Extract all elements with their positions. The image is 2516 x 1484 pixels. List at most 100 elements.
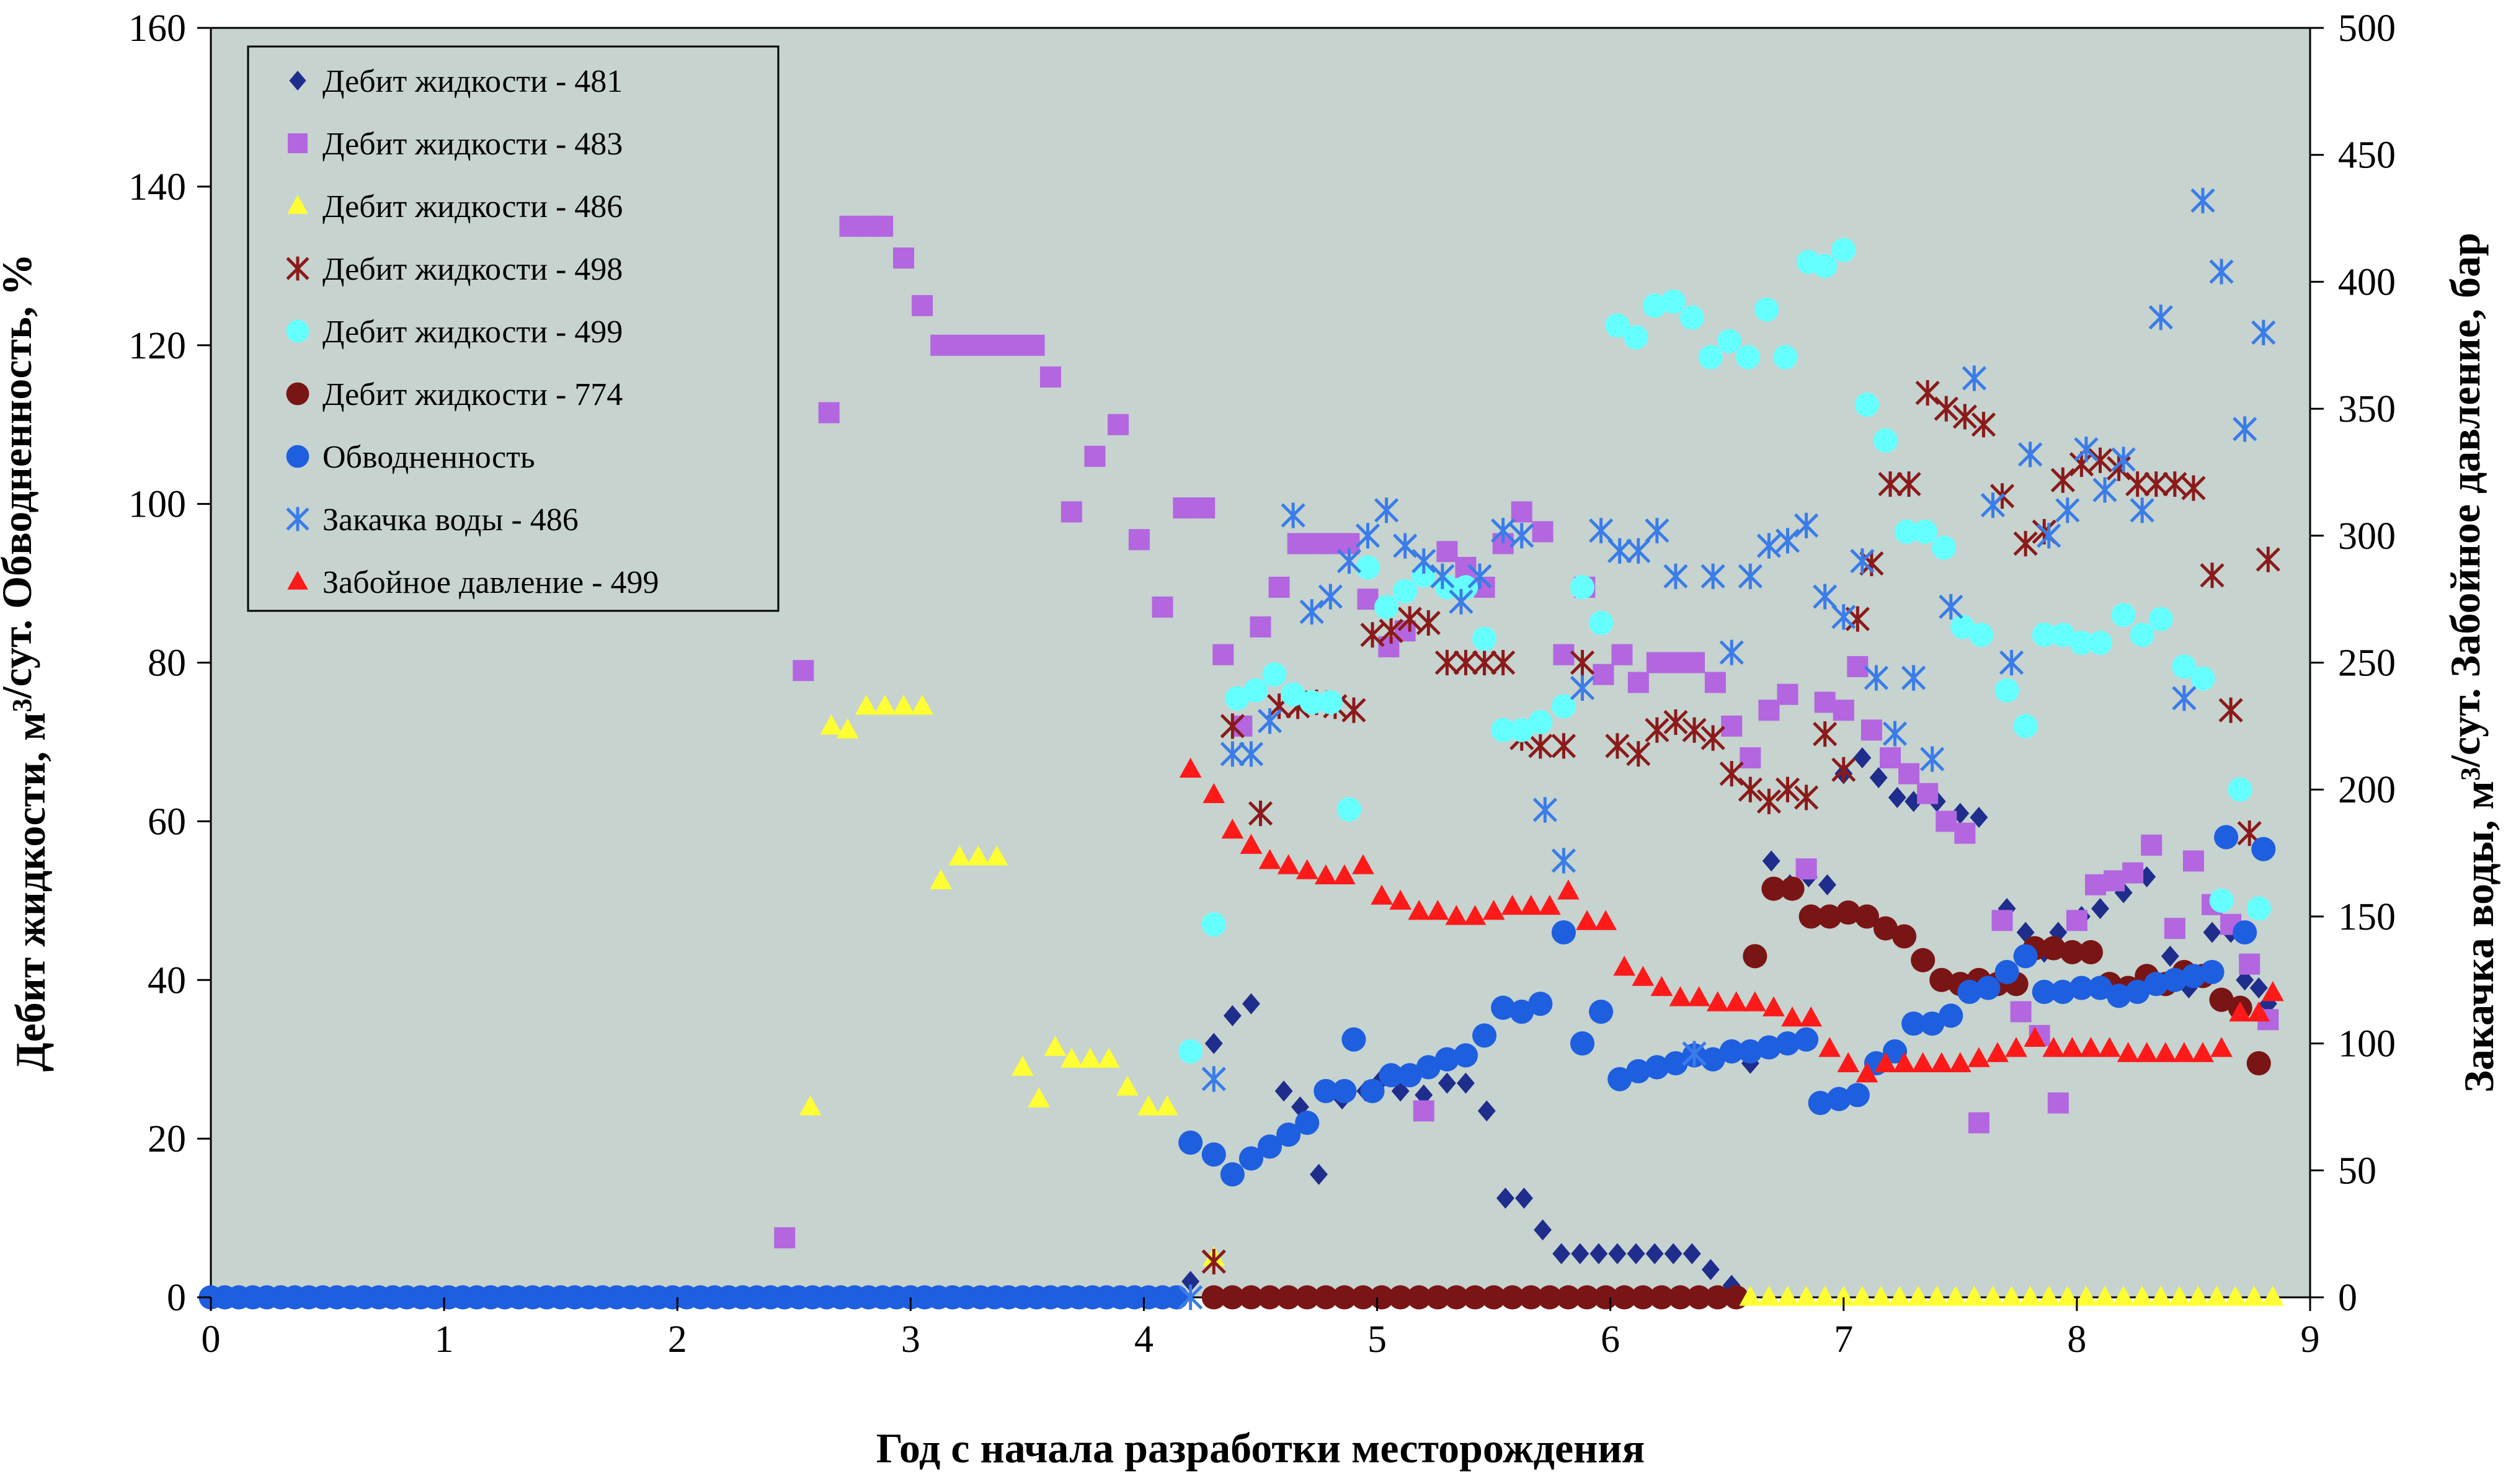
data-point: [1482, 900, 1505, 920]
data-point: [1137, 1095, 1160, 1116]
data-point: [1700, 725, 1725, 751]
data-point: [1971, 412, 1996, 438]
data-point: [1880, 747, 1901, 769]
x-tick-label: 6: [1601, 1318, 1620, 1361]
data-point: [1445, 905, 1468, 925]
data-point: [1612, 1285, 1637, 1310]
data-point: [1780, 876, 1805, 901]
data-point: [2019, 1286, 2042, 1306]
data-point: [2050, 467, 2075, 493]
data-point: [2200, 562, 2225, 589]
legend-marker: [286, 507, 309, 531]
y-left-tick-label: 20: [148, 1118, 186, 1160]
data-point: [1717, 329, 1742, 353]
data-point: [1274, 1080, 1293, 1102]
data-point: [1626, 1059, 1651, 1083]
data-point: [1845, 1083, 1870, 1108]
data-point: [1589, 1243, 1608, 1264]
data-point: [1528, 992, 1553, 1016]
data-point: [2087, 975, 2113, 1000]
data-point: [1795, 1286, 1818, 1306]
data-point: [1704, 672, 1726, 693]
data-point: [2251, 837, 2276, 861]
data-point: [1379, 618, 1403, 644]
data-point: [1605, 733, 1630, 759]
data-point: [1201, 1142, 1226, 1167]
data-point: [1701, 1259, 1720, 1281]
data-point: [2092, 477, 2117, 503]
data-point: [1570, 575, 1595, 600]
data-point: [1832, 1286, 1855, 1306]
data-point: [1994, 959, 2019, 985]
data-point: [2246, 1051, 2271, 1076]
legend-label: Дебит жидкости - 483: [322, 127, 623, 162]
data-point: [1962, 365, 1987, 391]
data-point: [1664, 1243, 1683, 1264]
data-point: [1457, 1072, 1475, 1094]
data-point: [1981, 1286, 2004, 1306]
data-point: [2233, 416, 2257, 442]
data-point: [1594, 910, 1617, 930]
data-point: [1156, 1095, 1178, 1116]
data-point: [1552, 1243, 1571, 1264]
data-point: [2087, 447, 2113, 473]
data-point: [1164, 1285, 1189, 1310]
data-point: [1831, 604, 1856, 630]
data-point: [1873, 428, 1898, 453]
data-point: [1949, 1052, 1971, 1072]
data-point: [1898, 763, 1920, 784]
data-point: [1626, 538, 1651, 564]
data-point: [1430, 563, 1455, 589]
data-point: [1645, 1055, 1669, 1080]
data-point: [1892, 924, 1917, 949]
y-right-tick-label: 200: [2338, 769, 2396, 811]
data-point: [1374, 595, 1399, 620]
data-point: [1467, 563, 1492, 589]
data-point: [1954, 822, 1976, 844]
data-point: [1761, 876, 1786, 901]
data-point: [1178, 1284, 1203, 1310]
data-point: [1607, 538, 1632, 564]
data-point: [1570, 675, 1595, 701]
data-point: [1511, 501, 1532, 523]
y-axis-right-title: Закачка воды, м3/сут. Забойное давление,…: [2442, 233, 2502, 1093]
data-point: [1416, 610, 1441, 636]
data-point: [1537, 1285, 1562, 1310]
data-point: [1341, 1027, 1366, 1052]
data-point: [2112, 1286, 2135, 1306]
data-point: [1698, 345, 1723, 370]
data-point: [1864, 665, 1889, 691]
data-point: [1874, 1052, 1897, 1072]
data-point: [2078, 940, 2104, 965]
data-point: [1201, 1066, 1226, 1092]
data-point: [1296, 859, 1318, 879]
legend-item: Дебит жидкости - 483: [288, 127, 623, 162]
data-point: [1181, 1271, 1200, 1292]
data-point: [1301, 533, 1323, 554]
data-point: [1079, 1047, 1101, 1068]
data-point: [1800, 1006, 1822, 1027]
data-point: [2246, 896, 2271, 921]
data-point: [1663, 709, 1688, 735]
data-point: [1687, 1285, 1712, 1310]
data-point: [1593, 1285, 1618, 1310]
data-point: [1976, 975, 2001, 1000]
data-point: [2091, 898, 2109, 920]
series-4: [1178, 238, 2271, 1064]
data-point: [1593, 664, 1614, 685]
data-point: [2228, 777, 2252, 802]
data-point: [1519, 894, 1542, 915]
data-point: [1220, 1162, 1245, 1187]
data-point: [1389, 889, 1412, 910]
data-point: [1926, 1286, 1949, 1306]
data-point: [2243, 1286, 2265, 1306]
data-point: [1646, 652, 1668, 673]
data-point: [1369, 1285, 1394, 1310]
data-point: [2209, 259, 2234, 285]
x-tick-label: 8: [2067, 1318, 2086, 1361]
x-tick-label: 5: [1367, 1318, 1387, 1361]
data-point: [1826, 1086, 1851, 1111]
x-tick-label: 1: [435, 1318, 454, 1361]
data-point: [2104, 870, 2125, 892]
